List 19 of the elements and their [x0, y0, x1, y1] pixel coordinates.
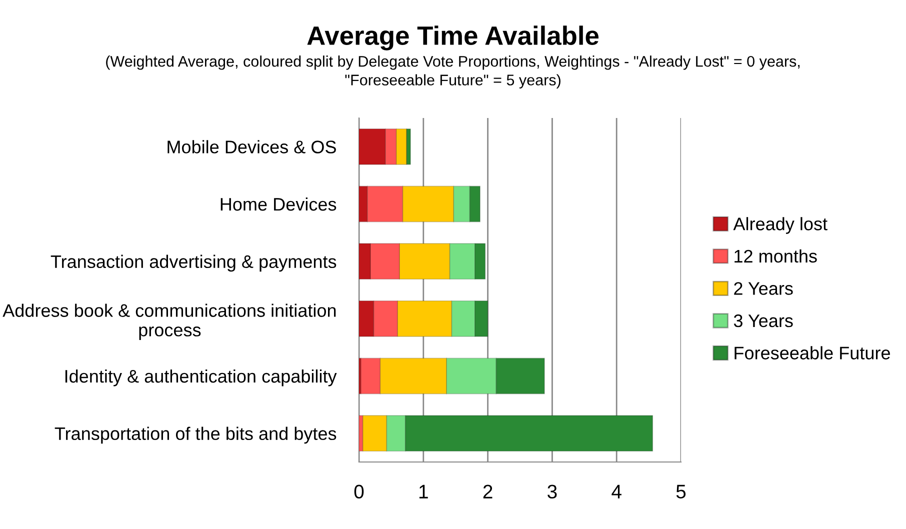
y-tick-label: Address book & communications initiation process [2, 304, 336, 340]
legend-label: 3 Years [734, 314, 793, 328]
y-tick-label: Home Devices [220, 197, 336, 211]
y-tick-label: Identity & authentication capability [65, 369, 337, 386]
y-tick-label: Transportation of the bits and bytes [54, 426, 336, 444]
y-tick-label: Transaction advertising & payments [50, 254, 336, 272]
x-tick-label: 5 [676, 484, 686, 499]
x-tick-label: 1 [419, 484, 428, 498]
x-tick-label: 3 [548, 484, 557, 499]
legend-label: 12 months [734, 249, 817, 263]
x-tick-label: 4 [612, 484, 622, 498]
chart-subtitle: (Weighted Average, coloured split by Delegate Vote Proportions, Weightings - "Already Lost" = 0 years, "Foreseeable Future" = 5 years) [106, 56, 800, 88]
legend-label: Already lost [733, 217, 828, 234]
chart-title: Average Time Available [307, 26, 599, 50]
legend-label: 2 Years [734, 282, 793, 295]
x-tick-label: 2 [483, 484, 492, 498]
x-tick-label: 0 [354, 484, 364, 499]
legend-label: Foreseeable Future [734, 346, 890, 360]
y-tick-label: Mobile Devices & OS [168, 140, 336, 154]
